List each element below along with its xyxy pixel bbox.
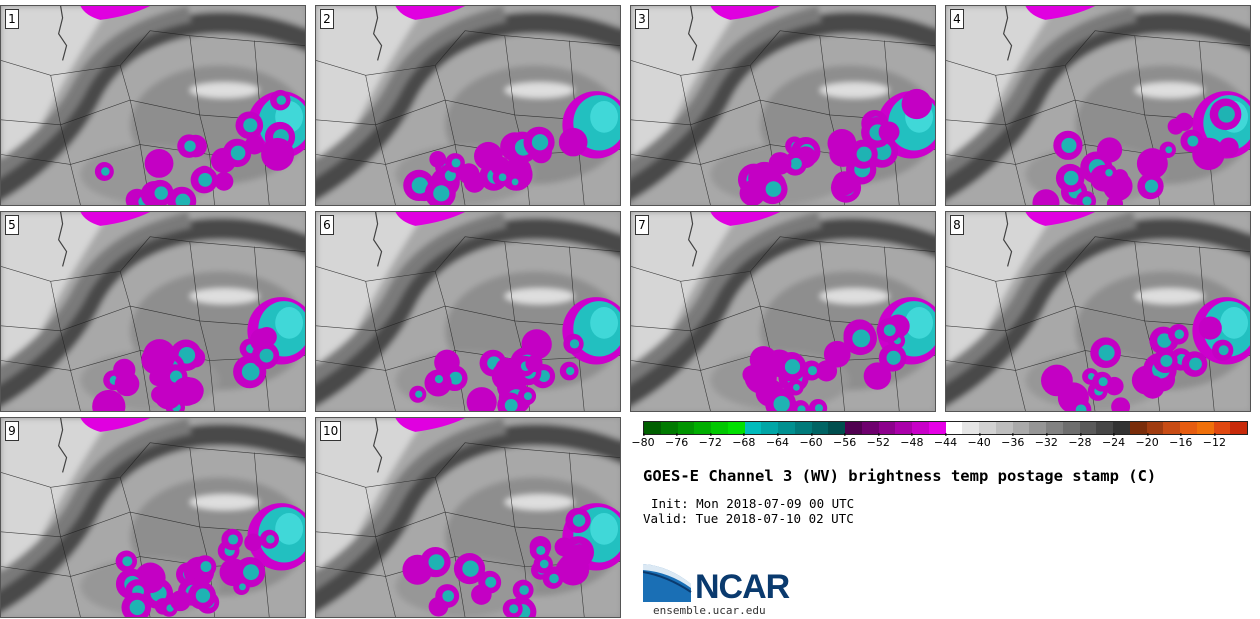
colorbar-segment	[1129, 422, 1147, 434]
logo-url: ensemble.ucar.edu	[653, 604, 766, 617]
colorbar-segment	[995, 422, 1013, 434]
member-panel-9: 9	[0, 417, 306, 618]
colorbar-segment	[694, 422, 711, 434]
member-panel-2: 2	[315, 5, 621, 206]
colorbar-segment	[1113, 422, 1130, 434]
wv-map-6	[316, 212, 620, 411]
colorbar-segment	[828, 422, 845, 434]
colorbar-tick-label: −56	[833, 433, 857, 449]
colorbar-tick-label: −48	[900, 433, 924, 449]
colorbar-tick-label: −68	[732, 433, 756, 449]
colorbar-segment	[778, 422, 795, 434]
colorbar-tick-label: −36	[1001, 433, 1025, 449]
colorbar-segment	[794, 422, 812, 434]
ncar-swoosh-icon	[643, 564, 692, 602]
colorbar-tick-label: −28	[1068, 433, 1092, 449]
member-label: 10	[320, 421, 342, 441]
colorbar-segment	[761, 422, 778, 434]
wv-map-4	[946, 6, 1250, 205]
member-panel-1: 1	[0, 5, 306, 206]
member-label: 8	[950, 215, 964, 235]
colorbar-segment	[677, 422, 695, 434]
ncar-logo: NCAR	[643, 562, 793, 606]
member-label: 7	[635, 215, 649, 235]
colorbar-segment	[912, 422, 929, 434]
colorbar-segment	[711, 422, 728, 434]
member-panel-10: 10	[315, 417, 621, 618]
wv-map-8	[946, 212, 1250, 411]
colorbar-tick-label: −16	[1169, 433, 1193, 449]
colorbar-segment	[1012, 422, 1030, 434]
wv-map-5	[1, 212, 305, 411]
colorbar-segment	[1079, 422, 1097, 434]
colorbar-segment	[1230, 422, 1247, 434]
colorbar-segment	[727, 422, 745, 434]
colorbar-segment	[1213, 422, 1231, 434]
wv-map-9	[1, 418, 305, 617]
colorbar-segment	[928, 422, 946, 434]
colorbar-tick-label: −72	[698, 433, 722, 449]
colorbar-segment	[1046, 422, 1063, 434]
colorbar-segment	[1196, 422, 1214, 434]
wv-map-10	[316, 418, 620, 617]
wv-map-1	[1, 6, 305, 205]
wv-map-2	[316, 6, 620, 205]
init-time: Init: Mon 2018-07-09 00 UTC	[651, 496, 855, 511]
member-label: 6	[320, 215, 334, 235]
member-label: 2	[320, 9, 334, 29]
valid-time: Valid: Tue 2018-07-10 02 UTC	[643, 511, 854, 526]
colorbar-segment	[979, 422, 996, 434]
colorbar-segment	[660, 422, 678, 434]
member-panel-8: 8	[945, 211, 1251, 412]
colorbar	[643, 421, 1248, 435]
wv-map-7	[631, 212, 935, 411]
colorbar-segment	[1146, 422, 1164, 434]
colorbar-tick-label: −60	[799, 433, 823, 449]
colorbar-tick-label: −32	[1034, 433, 1058, 449]
colorbar-tick-label: −44	[933, 433, 958, 449]
logo-text: NCAR	[695, 568, 790, 606]
colorbar-segment	[845, 422, 862, 434]
colorbar-tick-label: −12	[1202, 433, 1226, 449]
member-panel-7: 7	[630, 211, 936, 412]
member-panel-6: 6	[315, 211, 621, 412]
colorbar-segment	[1180, 422, 1197, 434]
colorbar-segment	[962, 422, 979, 434]
colorbar-segment	[878, 422, 896, 434]
colorbar-segment	[1163, 422, 1180, 434]
member-label: 5	[5, 215, 19, 235]
colorbar-tick-label: −80	[631, 433, 655, 449]
colorbar-segment	[744, 422, 762, 434]
colorbar-segment	[945, 422, 963, 434]
colorbar-tick-label: −40	[967, 433, 991, 449]
colorbar-segment	[1096, 422, 1113, 434]
figure-title: GOES-E Channel 3 (WV) brightness temp po…	[643, 467, 1157, 485]
colorbar-tick-label: −64	[765, 433, 790, 449]
member-label: 3	[635, 9, 649, 29]
colorbar-segment	[895, 422, 912, 434]
colorbar-tick-label: −24	[1101, 433, 1126, 449]
colorbar-segment	[861, 422, 879, 434]
colorbar-segment	[1029, 422, 1046, 434]
colorbar-ticks: −80 −76 −72 −68 −64 −60 −56 −52 −48 −44 −40 −36 −32−…	[631, 433, 1248, 458]
colorbar-tick-label: −20	[1135, 433, 1159, 449]
member-panel-4: 4	[945, 5, 1251, 206]
wv-map-3	[631, 6, 935, 205]
member-panel-5: 5	[0, 211, 306, 412]
colorbar-segment	[644, 422, 661, 434]
member-label: 1	[5, 9, 19, 29]
colorbar-segment	[811, 422, 829, 434]
colorbar-tick-label: −76	[665, 433, 689, 449]
colorbar-segment	[1062, 422, 1080, 434]
colorbar-tick-label: −52	[866, 433, 890, 449]
member-panel-3: 3	[630, 5, 936, 206]
member-label: 4	[950, 9, 964, 29]
member-label: 9	[5, 421, 19, 441]
